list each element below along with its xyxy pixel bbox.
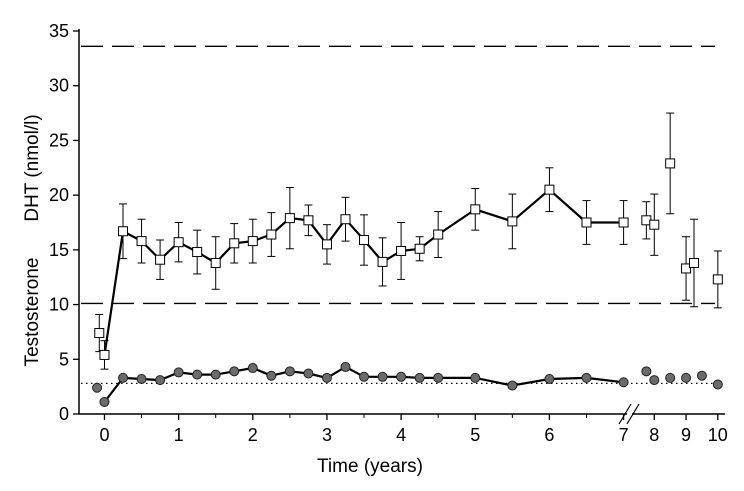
circle-marker: [136, 373, 147, 384]
circle-marker: [414, 372, 425, 383]
circle-marker: [303, 368, 314, 379]
square-marker: [155, 254, 166, 265]
square-marker: [94, 328, 105, 339]
circle-marker: [618, 377, 629, 388]
square-marker: [581, 217, 592, 228]
y-tick-label: 15: [49, 240, 69, 260]
markers: [92, 158, 723, 407]
circle-marker: [173, 367, 184, 378]
square-marker: [99, 349, 110, 360]
circle-marker: [665, 372, 676, 383]
circle-marker: [284, 366, 295, 377]
x-tick-label: 3: [322, 425, 332, 445]
circle-marker: [229, 366, 240, 377]
x-tick-label: 7: [619, 425, 629, 445]
square-marker: [340, 214, 351, 225]
circle-marker: [641, 366, 652, 377]
circle-marker: [470, 372, 481, 383]
y-tick-label: 10: [49, 295, 69, 315]
square-marker: [173, 237, 184, 248]
circle-marker: [266, 370, 277, 381]
square-marker: [210, 257, 221, 268]
circle-marker: [155, 375, 166, 386]
y-tick-label: 35: [49, 21, 69, 41]
square-marker: [377, 256, 388, 267]
y-axis-label-bottom: Testosterone: [22, 258, 43, 367]
circle-marker: [247, 363, 258, 374]
circle-marker: [681, 372, 692, 383]
circle-marker: [377, 371, 388, 382]
square-marker: [229, 238, 240, 249]
circle-marker: [118, 372, 129, 383]
square-marker: [359, 235, 370, 246]
x-tick-label: 4: [396, 425, 406, 445]
square-marker: [303, 215, 314, 226]
circle-marker: [210, 369, 221, 380]
circle-marker: [321, 372, 332, 383]
y-tick-label: 5: [59, 349, 69, 369]
square-marker: [136, 236, 147, 247]
x-tick-label: 2: [248, 425, 258, 445]
axes: [78, 29, 725, 425]
square-marker: [544, 184, 555, 195]
circle-marker: [92, 382, 103, 393]
circle-marker: [359, 371, 370, 382]
square-marker: [247, 236, 258, 247]
x-tick-label: 8: [649, 425, 659, 445]
square-marker: [284, 213, 295, 224]
circle-marker: [712, 379, 723, 390]
circle-marker: [649, 375, 660, 386]
circle-marker: [544, 373, 555, 384]
square-marker: [649, 219, 660, 230]
error-bars: [95, 112, 722, 370]
circle-marker: [696, 370, 707, 381]
x-tick-label: 10: [708, 425, 728, 445]
circle-marker: [99, 396, 110, 407]
y-tick-label: 30: [49, 76, 69, 96]
x-tick-label: 0: [99, 425, 109, 445]
x-tick-label: 1: [174, 425, 184, 445]
y-axis-label-top: DHT (nmol/l): [22, 114, 43, 221]
square-marker: [321, 239, 332, 250]
x-tick-label: 6: [544, 425, 554, 445]
square-marker: [192, 247, 203, 258]
square-marker: [470, 204, 481, 215]
square-marker: [118, 226, 129, 237]
square-marker: [712, 274, 723, 285]
square-marker: [433, 229, 444, 240]
ticks: 0 5 10 15 20 25 30 35 0 1 2 3 4 5 6 7 8 9 10: [49, 21, 728, 445]
y-tick-label: 25: [49, 130, 69, 150]
circle-marker: [433, 372, 444, 383]
circle-marker: [396, 371, 407, 382]
square-marker: [396, 245, 407, 256]
y-tick-label: 0: [59, 404, 69, 424]
x-tick-label: 5: [470, 425, 480, 445]
square-marker: [681, 263, 692, 274]
circle-marker: [192, 369, 203, 380]
square-marker: [507, 216, 518, 227]
x-tick-label: 9: [681, 425, 691, 445]
circle-marker: [507, 380, 518, 391]
square-marker: [414, 243, 425, 254]
square-marker: [618, 217, 629, 228]
y-tick-label: 20: [49, 185, 69, 205]
square-marker: [689, 257, 699, 268]
circle-marker: [340, 361, 351, 372]
axis-break-mark: [618, 403, 632, 425]
x-axis-label: Time (years): [317, 456, 423, 477]
square-marker: [665, 158, 676, 169]
reference-lines: [81, 45, 715, 384]
square-marker: [266, 229, 277, 240]
axis-break-mark: [626, 403, 640, 425]
circle-marker: [581, 372, 592, 383]
